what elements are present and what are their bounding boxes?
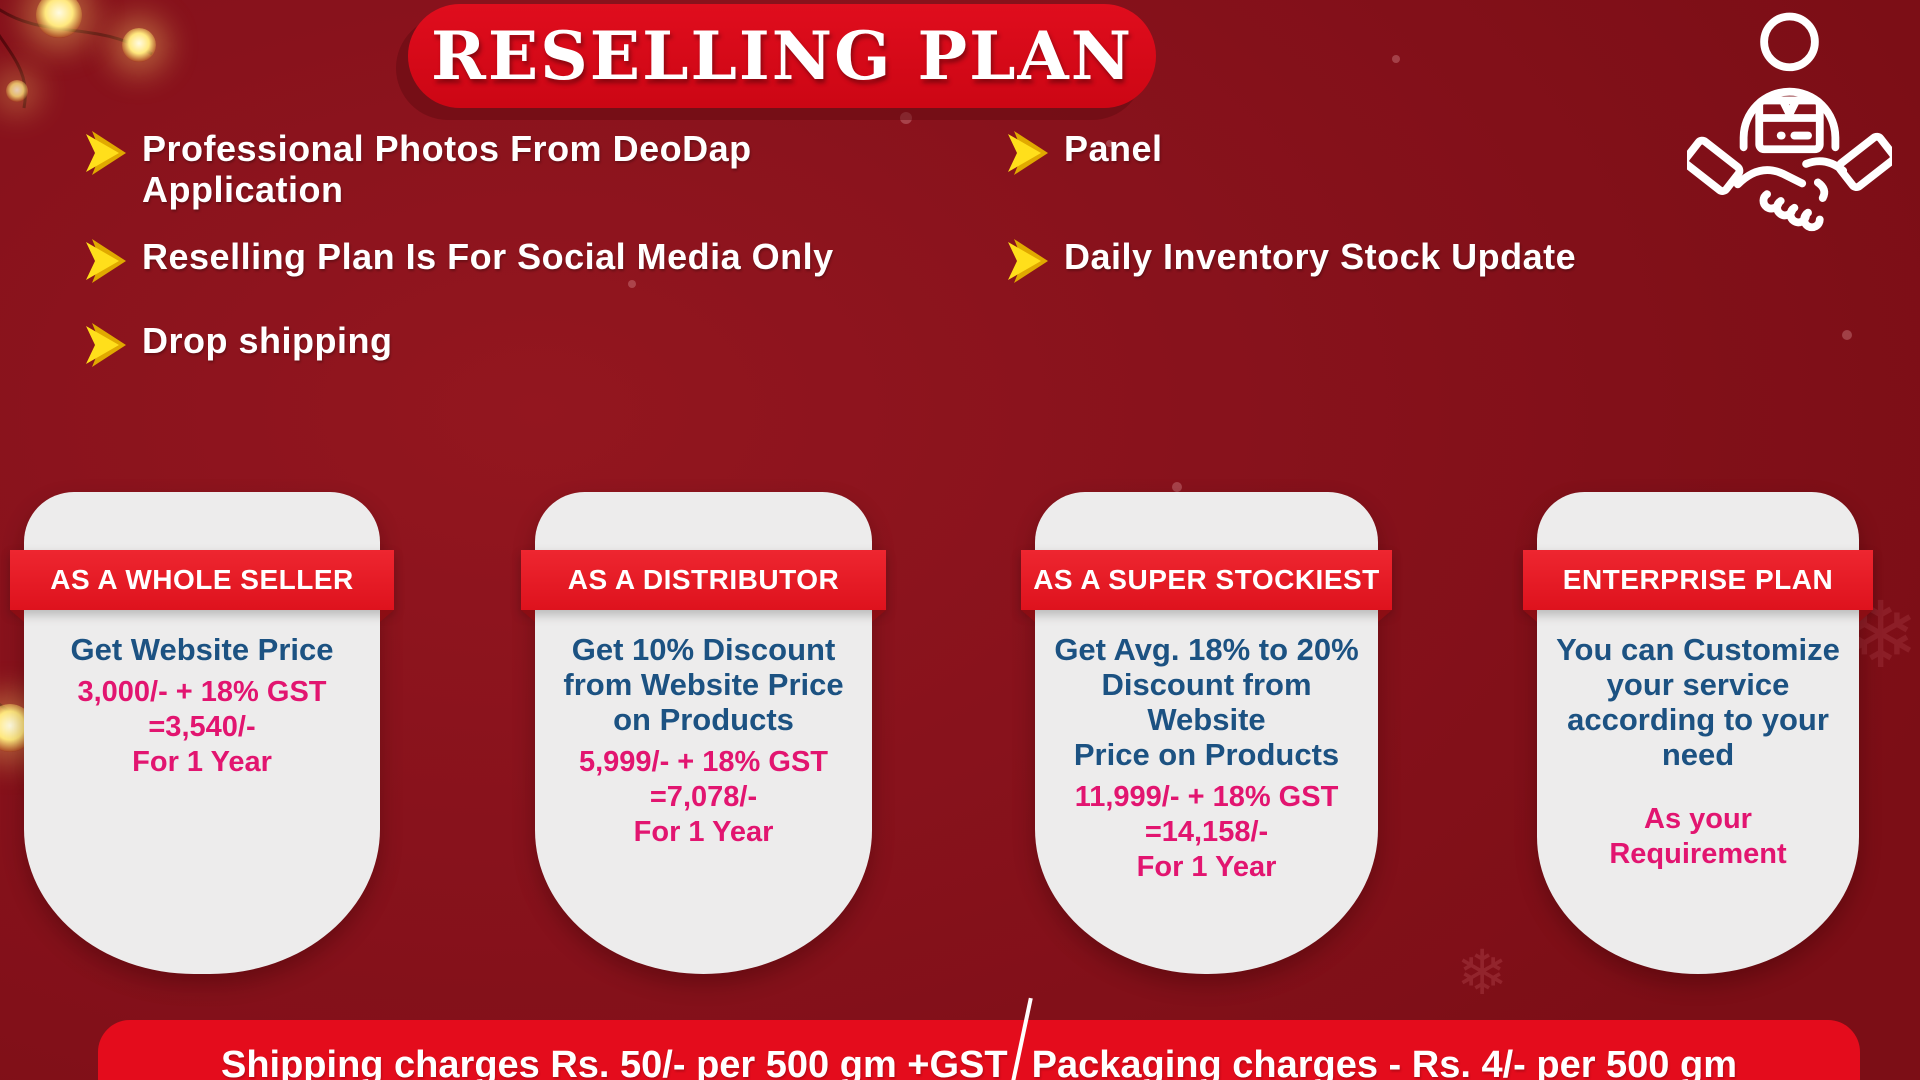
bokeh-dot xyxy=(1842,330,1852,340)
feature-item: Reselling Plan Is For Social Media Only xyxy=(86,236,834,283)
light-bulb-glow-icon xyxy=(122,28,156,62)
plan-ribbon: AS A SUPER STOCKIEST xyxy=(1021,550,1392,622)
feature-item: Drop shipping xyxy=(86,320,392,367)
arrow-bullet-icon xyxy=(86,239,126,283)
bokeh-dot xyxy=(1106,140,1113,147)
plan-pricing: 3,000/- + 18% GST =3,540/- For 1 Year xyxy=(77,676,327,778)
feature-label: Daily Inventory Stock Update xyxy=(1064,236,1577,277)
light-bulb-glow-icon xyxy=(36,0,82,38)
packaging-charges-text: Packaging charges - Rs. 4/- per 500 gm xyxy=(1031,1043,1738,1080)
feature-label: Drop shipping xyxy=(142,320,393,361)
plan-card-super-stockiest: AS A SUPER STOCKIEST Get Avg. 18% to 20%… xyxy=(1021,492,1392,974)
plan-card-enterprise: ENTERPRISE PLAN You can Customize your s… xyxy=(1523,492,1873,974)
plan-body: Get 10% Discount from Website Price on P… xyxy=(535,492,872,849)
plan-ribbon: AS A DISTRIBUTOR xyxy=(521,550,886,622)
feature-item: Professional Photos From DeoDap Applicat… xyxy=(86,128,752,211)
plan-body: You can Customize your service according… xyxy=(1537,492,1859,872)
supplier-handshake-icon xyxy=(1687,12,1892,232)
arrow-bullet-icon xyxy=(86,131,126,175)
footer-banner: Shipping charges Rs. 50/- per 500 gm +GS… xyxy=(98,997,1860,1080)
plan-description: Get Website Price xyxy=(70,632,334,667)
shipping-charges-text: Shipping charges Rs. 50/- per 500 gm +GS… xyxy=(220,1043,1008,1080)
bokeh-dot xyxy=(628,280,636,288)
plan-description: Get Avg. 18% to 20% Discount from Websit… xyxy=(1054,632,1359,773)
bokeh-dot xyxy=(1392,55,1400,63)
plan-card-distributor: AS A DISTRIBUTOR Get 10% Discount from W… xyxy=(521,492,886,974)
plan-ribbon: AS A WHOLE SELLER xyxy=(10,550,394,622)
title-banner: RESELLING PLAN xyxy=(408,4,1156,108)
plan-pricing: 11,999/- + 18% GST =14,158/- For 1 Year xyxy=(1074,781,1339,883)
bokeh-dot xyxy=(1172,482,1182,492)
plan-body: Get Website Price 3,000/- + 18% GST =3,5… xyxy=(24,492,380,779)
feature-item: Daily Inventory Stock Update xyxy=(1008,236,1576,283)
snowflake-icon: ❄ xyxy=(1456,936,1508,1009)
plan-card-whole-seller: AS A WHOLE SELLER Get Website Price 3,00… xyxy=(10,492,394,974)
feature-label: Professional Photos From DeoDap Applicat… xyxy=(142,128,752,211)
arrow-bullet-icon xyxy=(1008,239,1048,283)
plan-body: Get Avg. 18% to 20% Discount from Websit… xyxy=(1035,492,1378,884)
plan-pricing: 5,999/- + 18% GST =7,078/- For 1 Year xyxy=(578,746,829,848)
feature-item: Panel xyxy=(1008,128,1163,175)
feature-label: Reselling Plan Is For Social Media Only xyxy=(142,236,834,277)
arrow-bullet-icon xyxy=(1008,131,1048,175)
plan-description: Get 10% Discount from Website Price on P… xyxy=(563,632,844,738)
bokeh-dot xyxy=(900,112,912,124)
slash-divider xyxy=(1006,997,1033,1080)
page-title: RESELLING PLAN xyxy=(430,17,1134,95)
light-bulb-glow-icon xyxy=(6,80,28,102)
plan-ribbon: ENTERPRISE PLAN xyxy=(1523,550,1873,622)
feature-label: Panel xyxy=(1064,128,1163,169)
arrow-bullet-icon xyxy=(86,323,126,367)
plan-description: You can Customize your service according… xyxy=(1556,632,1840,773)
plan-pricing: As your Requirement xyxy=(1609,803,1787,870)
